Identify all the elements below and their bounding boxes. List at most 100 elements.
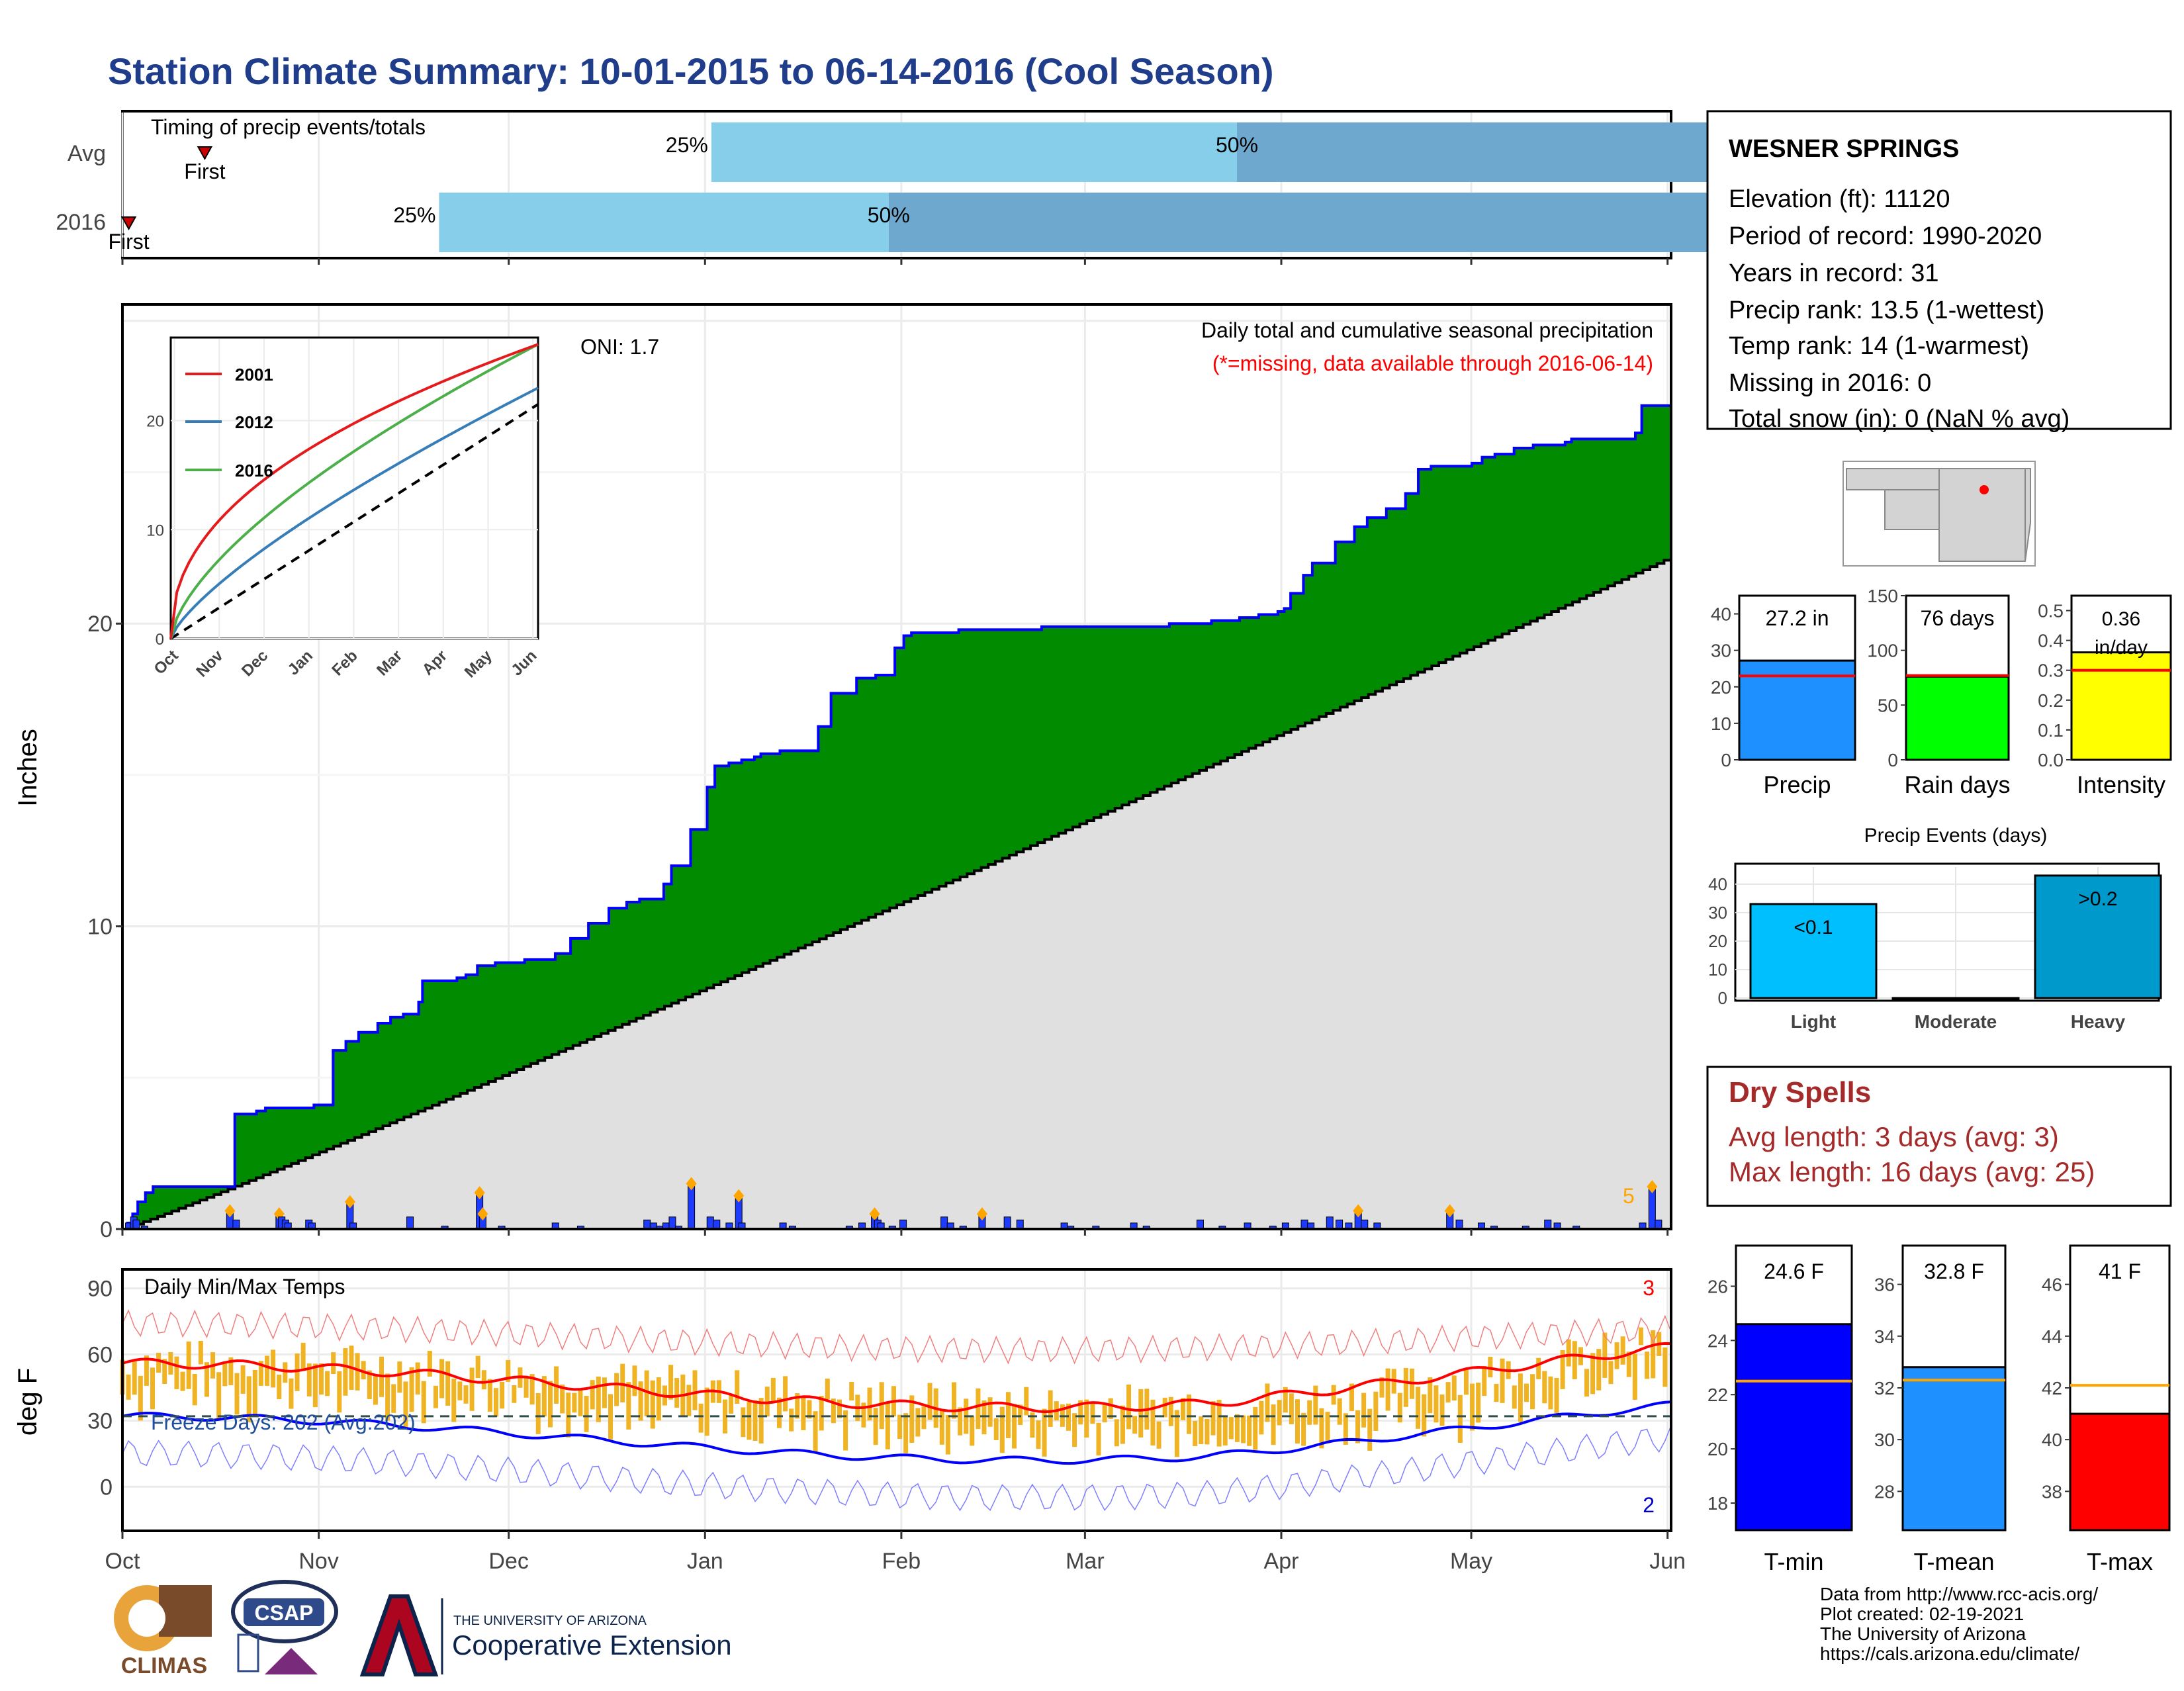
timing-first-label: First (108, 230, 149, 253)
daily-precip-bar (1455, 1219, 1463, 1230)
daily-temp-bar (795, 1393, 800, 1419)
daily-temp-bar (415, 1362, 420, 1395)
daily-precip-bar (132, 1219, 140, 1230)
daily-temp-bar (801, 1396, 806, 1431)
daily-temp-bar (1554, 1377, 1559, 1413)
daily-temp-bar (265, 1355, 270, 1386)
daily-temp-bar (993, 1418, 999, 1441)
daily-temp-bar (861, 1402, 866, 1428)
heavy-event-marker (1647, 1179, 1658, 1193)
daily-temp-bar (1313, 1385, 1318, 1425)
inset-ytick-10: 10 (146, 522, 164, 539)
precip-annotation-title: Daily total and cumulative seasonal prec… (1201, 318, 1653, 342)
summary-value-label: 0.36 (2102, 608, 2140, 630)
daily-temp-bar (620, 1363, 625, 1402)
dry-spells-title: Dry Spells (1729, 1076, 1871, 1109)
temp-y-ticks: 0 30 60 90 (87, 1277, 113, 1500)
temp-ytick-30: 30 (87, 1408, 113, 1434)
daily-temp-bar (1319, 1408, 1324, 1449)
daily-temp-bar (295, 1353, 300, 1391)
daily-temp-bar (1150, 1399, 1156, 1446)
daily-temp-bar (807, 1400, 812, 1419)
daily-temp-bar (1620, 1336, 1625, 1365)
station-name: WESNER SPRINGS (1729, 135, 1959, 163)
daily-temp-bar (318, 1363, 324, 1395)
daily-temp-bar (572, 1393, 577, 1413)
daily-temp-bar (277, 1374, 282, 1400)
daily-temp-bar (1584, 1369, 1590, 1397)
summary-ytick: 0.4 (2038, 631, 2064, 651)
daily-temp-bar (1422, 1394, 1427, 1437)
daily-temp-bar (1367, 1408, 1373, 1451)
daily-temp-bar (1608, 1361, 1614, 1385)
daily-precip-bar (232, 1219, 240, 1230)
daily-temp-bar (632, 1365, 637, 1396)
daily-precip-bar (406, 1216, 414, 1230)
daily-temp-bar (463, 1385, 469, 1404)
daily-temp-bar (747, 1402, 752, 1440)
daily-precip-bars (125, 1177, 1662, 1230)
daily-temp-bar (668, 1365, 674, 1400)
daily-temp-bar (1030, 1412, 1035, 1438)
daily-temp-bar (825, 1378, 830, 1400)
daily-temp-bar (523, 1377, 529, 1398)
daily-temp-bar (1120, 1405, 1125, 1444)
uofa-logo-small: THE UNIVERSITY OF ARIZONA (453, 1614, 647, 1628)
daily-temp-bar (879, 1382, 884, 1430)
daily-temp-bar (1403, 1367, 1408, 1407)
daily-temp-bar (1470, 1383, 1475, 1431)
min-temp-count: 2 (1643, 1493, 1655, 1517)
daily-temp-bar (1500, 1358, 1505, 1403)
temp-ytick: 20 (1707, 1439, 1728, 1459)
daily-temp-bar (686, 1385, 692, 1416)
temp-ytick: 34 (1874, 1326, 1895, 1347)
temp-bar-t-mean (1901, 1366, 2007, 1531)
daily-temp-bar (246, 1376, 251, 1423)
daily-precip-bar (1326, 1216, 1334, 1230)
daily-temp-bar (1439, 1394, 1445, 1426)
daily-temp-bar (427, 1351, 432, 1377)
daily-temp-bar (361, 1361, 366, 1380)
daily-temp-bar (1494, 1383, 1499, 1402)
summary-ytick: 50 (1878, 695, 1898, 715)
daily-temp-bar (903, 1413, 909, 1453)
temp-series (120, 1309, 1672, 1512)
daily-temp-bar (487, 1379, 492, 1412)
daily-temp-bar (373, 1375, 378, 1405)
daily-temp-bar (783, 1376, 788, 1412)
temp-bar-label: T-mean (1913, 1548, 1994, 1575)
daily-temp-bar (1005, 1392, 1011, 1439)
daily-temp-bar (674, 1378, 680, 1408)
timing-bars: 25%50%75%FirstLast25%50%75%FirstLast (108, 122, 1841, 253)
daily-temp-bar (1156, 1421, 1161, 1449)
inset-ytick-0: 0 (156, 631, 164, 649)
avg-min-temp-line (122, 1400, 1672, 1465)
temp-ytick: 30 (1874, 1430, 1895, 1450)
daily-temp-bar (909, 1395, 915, 1443)
summary-bar-intensity (2070, 651, 2172, 761)
summary-ytick: 0.5 (2038, 601, 2064, 621)
average-cumulative-area (122, 557, 1671, 1229)
daily-temp-bar (921, 1406, 927, 1430)
daily-temp-bar (1548, 1376, 1553, 1410)
daily-temp-bar (656, 1377, 661, 1421)
daily-temp-bar (789, 1408, 794, 1432)
timing-first-marker (120, 216, 137, 231)
record-max-temp-line (122, 1309, 1672, 1365)
daily-temp-bar (397, 1361, 402, 1393)
heavy-event-marker (344, 1195, 355, 1209)
temp-ytick: 42 (2042, 1378, 2062, 1398)
temp-ytick: 24 (1707, 1330, 1728, 1351)
precip-events-title: Precip Events (days) (1864, 825, 2048, 846)
timing-p25-label: 25% (393, 203, 435, 227)
daily-temp-bar (1271, 1404, 1276, 1445)
temp-bar-t-max (2069, 1412, 2171, 1531)
uofa-logo-big: Cooperative Extension (452, 1629, 732, 1661)
precip-y-axis-title: Inches (13, 729, 42, 807)
timing-row-avg-label: Avg (68, 141, 106, 166)
daily-temp-bar (1108, 1398, 1113, 1419)
daily-temp-bar (1361, 1393, 1367, 1428)
timing-bar-q1-2016 (439, 193, 889, 252)
inset-line-2016 (169, 343, 539, 639)
